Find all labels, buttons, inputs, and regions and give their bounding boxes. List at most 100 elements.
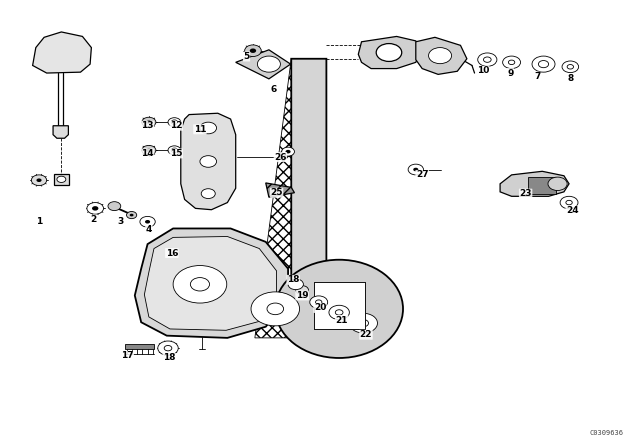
- Text: 6: 6: [271, 85, 277, 94]
- Text: 23: 23: [520, 189, 532, 198]
- Circle shape: [408, 164, 424, 175]
- Text: 20: 20: [314, 303, 326, 312]
- Circle shape: [310, 296, 328, 308]
- Text: 12: 12: [170, 121, 182, 130]
- Circle shape: [87, 202, 104, 214]
- Circle shape: [267, 303, 284, 314]
- Circle shape: [508, 60, 515, 65]
- Text: 21: 21: [335, 315, 348, 324]
- Circle shape: [567, 65, 573, 69]
- Polygon shape: [358, 36, 421, 69]
- Text: 25: 25: [270, 188, 283, 197]
- Text: 10: 10: [477, 66, 489, 75]
- Circle shape: [200, 155, 216, 167]
- Circle shape: [548, 177, 567, 190]
- Polygon shape: [314, 282, 365, 329]
- Circle shape: [566, 200, 572, 205]
- Circle shape: [477, 53, 497, 66]
- Text: 7: 7: [534, 72, 540, 81]
- Circle shape: [127, 211, 137, 219]
- Text: 9: 9: [507, 69, 513, 78]
- Circle shape: [57, 176, 66, 182]
- Circle shape: [538, 60, 548, 68]
- Circle shape: [130, 214, 134, 216]
- Text: 17: 17: [121, 351, 134, 360]
- Circle shape: [335, 310, 343, 315]
- Circle shape: [358, 319, 369, 327]
- Circle shape: [200, 122, 216, 134]
- Text: 18: 18: [287, 276, 300, 284]
- Text: 26: 26: [274, 152, 287, 162]
- Circle shape: [201, 189, 215, 198]
- Circle shape: [140, 216, 156, 227]
- Circle shape: [145, 220, 150, 224]
- Circle shape: [296, 286, 308, 295]
- Circle shape: [257, 56, 280, 72]
- Polygon shape: [266, 183, 294, 197]
- Text: 19: 19: [296, 291, 308, 300]
- Polygon shape: [416, 37, 467, 74]
- Circle shape: [285, 150, 291, 153]
- Circle shape: [142, 117, 156, 127]
- Text: 1: 1: [36, 217, 42, 226]
- Circle shape: [282, 147, 294, 156]
- Circle shape: [244, 45, 261, 56]
- Circle shape: [376, 43, 402, 61]
- Circle shape: [329, 305, 349, 319]
- Polygon shape: [180, 113, 236, 210]
- Text: 14: 14: [141, 149, 154, 158]
- Circle shape: [288, 279, 303, 290]
- Circle shape: [502, 56, 520, 69]
- Polygon shape: [135, 228, 288, 338]
- Text: 8: 8: [567, 74, 573, 83]
- Text: 16: 16: [166, 249, 178, 258]
- Circle shape: [92, 206, 99, 211]
- Polygon shape: [145, 237, 276, 330]
- Circle shape: [190, 278, 209, 291]
- Circle shape: [429, 47, 452, 64]
- Circle shape: [483, 57, 491, 62]
- Circle shape: [147, 121, 152, 124]
- Polygon shape: [255, 59, 314, 338]
- Text: 11: 11: [194, 125, 206, 134]
- Text: 2: 2: [90, 215, 97, 224]
- Bar: [314, 282, 365, 329]
- Polygon shape: [500, 171, 569, 196]
- Circle shape: [560, 196, 578, 209]
- Polygon shape: [54, 174, 69, 185]
- Circle shape: [168, 118, 180, 127]
- Circle shape: [147, 149, 152, 152]
- Text: 18: 18: [163, 353, 175, 362]
- Polygon shape: [33, 32, 92, 73]
- Text: 22: 22: [360, 330, 372, 339]
- Circle shape: [36, 178, 42, 182]
- Text: 13: 13: [141, 121, 154, 130]
- Text: 4: 4: [146, 225, 152, 234]
- Text: 15: 15: [170, 149, 182, 158]
- Ellipse shape: [275, 260, 403, 358]
- Circle shape: [532, 56, 555, 72]
- Polygon shape: [125, 344, 154, 349]
- Circle shape: [158, 341, 178, 355]
- Polygon shape: [236, 50, 291, 79]
- Polygon shape: [291, 59, 326, 287]
- Text: 24: 24: [566, 206, 579, 215]
- Circle shape: [31, 175, 47, 185]
- Circle shape: [316, 300, 322, 304]
- Circle shape: [413, 168, 419, 171]
- Circle shape: [108, 202, 121, 211]
- Circle shape: [251, 292, 300, 326]
- Circle shape: [173, 266, 227, 303]
- Text: 27: 27: [416, 170, 429, 179]
- Polygon shape: [53, 126, 68, 138]
- Circle shape: [349, 313, 378, 333]
- Text: 3: 3: [118, 217, 124, 226]
- Circle shape: [142, 146, 156, 155]
- Circle shape: [562, 61, 579, 73]
- Bar: [527, 177, 556, 194]
- Text: 5: 5: [243, 52, 250, 61]
- Text: C0309636: C0309636: [589, 430, 623, 436]
- Circle shape: [172, 148, 177, 152]
- Circle shape: [168, 146, 180, 155]
- Circle shape: [172, 120, 177, 125]
